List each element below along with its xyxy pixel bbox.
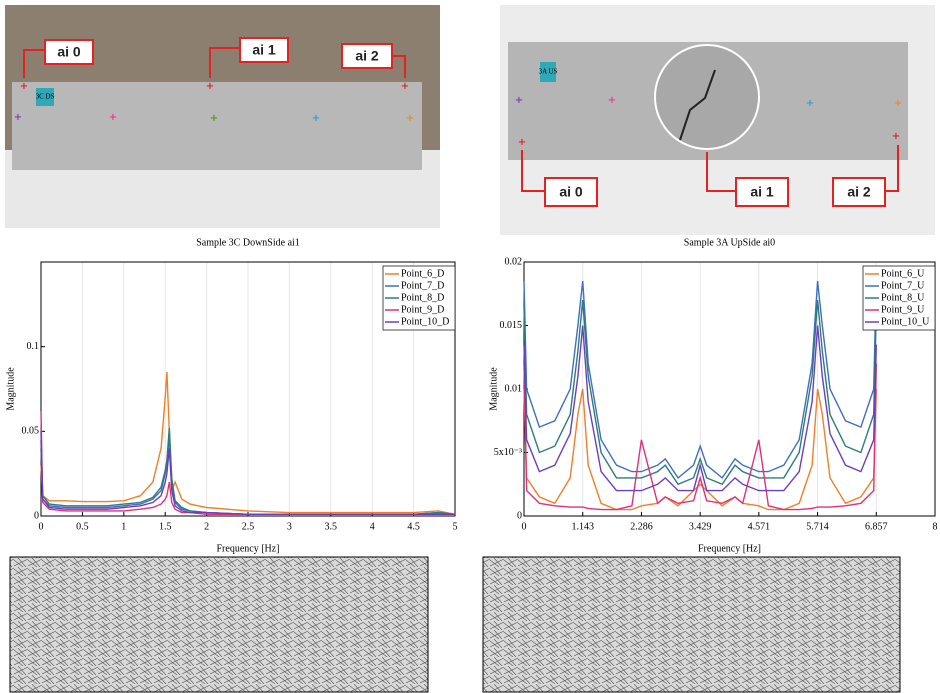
photo: 3A US + + + + + + ai 0 ai 1 ai 2 bbox=[500, 5, 935, 235]
svg-text:+: + bbox=[14, 112, 22, 123]
data-line bbox=[40, 431, 455, 515]
svg-text:+: + bbox=[608, 95, 616, 106]
svg-text:+: + bbox=[20, 81, 28, 92]
x-tick-label: 5 bbox=[453, 521, 458, 532]
x-tick-label: 1.143 bbox=[571, 521, 594, 532]
photo-label: ai 1 bbox=[252, 42, 276, 58]
x-tick-label: 2 bbox=[204, 521, 209, 532]
svg-text:+: + bbox=[894, 98, 902, 109]
x-tick-label: 8 bbox=[933, 521, 938, 532]
legend-label: Point_9_D bbox=[401, 304, 444, 315]
svg-text:+: + bbox=[806, 98, 814, 109]
x-tick-label: 4.5 bbox=[407, 521, 420, 532]
y-tick-label: 0.02 bbox=[505, 256, 523, 267]
x-axis-label: Frequency [Hz] bbox=[216, 543, 279, 554]
chart-title: Sample 3C DownSide ai1 bbox=[196, 237, 300, 248]
y-tick-label: 0.1 bbox=[27, 341, 40, 352]
photo-label: ai 1 bbox=[750, 184, 774, 200]
legend-label: Point_7_D bbox=[401, 280, 444, 291]
y-tick-label: 0.015 bbox=[500, 320, 523, 331]
legend-label: Point_8_U bbox=[881, 292, 925, 303]
legend-label: Point_10_U bbox=[881, 316, 930, 327]
x-tick-label: 3.429 bbox=[689, 521, 712, 532]
photo-label: ai 2 bbox=[847, 184, 871, 200]
legend-label: Point_8_D bbox=[401, 292, 444, 303]
svg-text:+: + bbox=[206, 81, 214, 92]
x-tick-label: 6.857 bbox=[865, 521, 888, 532]
legend-label: Point_7_U bbox=[881, 280, 925, 291]
x-tick-label: 5.714 bbox=[806, 521, 829, 532]
chart-title: Sample 3A UpSide ai0 bbox=[684, 237, 775, 248]
data-line bbox=[523, 281, 877, 479]
plot-frame bbox=[40, 261, 456, 517]
legend-label: Point_6_U bbox=[881, 268, 925, 279]
x-tick-label: 0 bbox=[39, 521, 44, 532]
legend-label: Point_10_D bbox=[401, 316, 449, 327]
x-tick-label: 1 bbox=[121, 521, 126, 532]
photo-label: ai 2 bbox=[355, 48, 379, 64]
svg-text:+: + bbox=[312, 113, 320, 124]
data-line bbox=[523, 325, 877, 492]
data-line bbox=[523, 363, 877, 511]
photo-label: ai 0 bbox=[57, 44, 81, 60]
texture-image bbox=[482, 556, 901, 693]
x-tick-label: 0.5 bbox=[76, 521, 89, 532]
x-tick-label: 2.286 bbox=[630, 521, 653, 532]
svg-text:+: + bbox=[515, 95, 523, 106]
svg-text:+: + bbox=[406, 113, 414, 124]
photo: 3C DS + + + + + + + + ai 0 ai 1 ai 2 bbox=[5, 5, 440, 228]
y-tick-label: 0 bbox=[34, 510, 39, 521]
sticker: 3A US bbox=[539, 68, 558, 76]
texture-image bbox=[9, 556, 429, 693]
data-line bbox=[523, 388, 877, 511]
y-tick-label: 0.01 bbox=[505, 383, 523, 394]
x-tick-label: 1.5 bbox=[159, 521, 172, 532]
photo-label: ai 0 bbox=[559, 184, 583, 200]
y-tick-label: 0 bbox=[517, 510, 522, 521]
x-tick-label: 4 bbox=[370, 521, 375, 532]
x-tick-label: 3 bbox=[287, 521, 292, 532]
y-tick-label: 5x10⁻³ bbox=[494, 447, 522, 458]
data-line bbox=[523, 300, 877, 486]
legend-label: Point_9_U bbox=[881, 304, 925, 315]
svg-text:+: + bbox=[518, 137, 526, 148]
svg-text:+: + bbox=[401, 81, 409, 92]
svg-text:+: + bbox=[210, 113, 218, 124]
x-axis-label: Frequency [Hz] bbox=[698, 543, 761, 554]
y-axis-label: Magnitude bbox=[488, 367, 499, 411]
y-tick-label: 0.05 bbox=[22, 426, 40, 437]
svg-text:+: + bbox=[892, 131, 900, 142]
x-tick-label: 3.5 bbox=[325, 521, 338, 532]
svg-text:+: + bbox=[109, 112, 117, 123]
y-axis-label: Magnitude bbox=[5, 367, 16, 411]
sticker: 3C DS bbox=[36, 93, 55, 101]
x-tick-label: 2.5 bbox=[242, 521, 255, 532]
x-tick-label: 0 bbox=[522, 521, 527, 532]
legend-label: Point_6_D bbox=[401, 268, 444, 279]
x-tick-label: 4.571 bbox=[748, 521, 771, 532]
